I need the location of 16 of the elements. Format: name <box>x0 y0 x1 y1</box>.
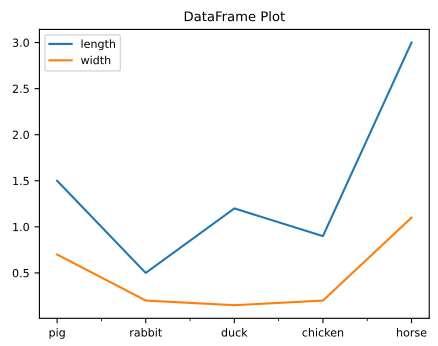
x-tick-label: chicken <box>302 328 344 337</box>
chart-title: DataFrame Plot <box>184 11 285 22</box>
y-tick-label: 2.5 <box>12 84 29 93</box>
line-series <box>56 216 413 306</box>
y-tick-label: 1.0 <box>13 222 29 232</box>
legend-label: width <box>81 56 110 64</box>
x-tick-label: pig <box>50 328 65 339</box>
y-tick-label: 3.0 <box>12 38 29 47</box>
y-tick-label: 0.5 <box>12 268 29 278</box>
x-tick-label: rabbit <box>130 328 162 337</box>
y-tick-label: 1.5 <box>13 176 29 186</box>
y-tick-label: 2.0 <box>12 130 29 140</box>
legend-label: length <box>82 39 116 50</box>
x-tick-label: horse <box>397 328 426 337</box>
line-series <box>56 41 413 274</box>
x-tick-label: duck <box>222 328 248 337</box>
